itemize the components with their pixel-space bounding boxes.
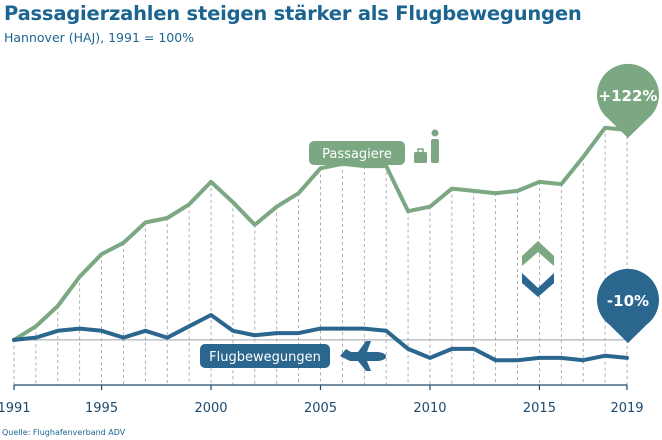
x-tick-label: 2015 xyxy=(523,401,556,416)
chart-title: Passagierzahlen steigen stärker als Flug… xyxy=(4,2,582,25)
passengers-legend: Passagiere xyxy=(309,141,405,165)
passengers-end-pin: +122% xyxy=(596,63,659,138)
end-value-label: +122% xyxy=(599,87,658,105)
series-label: Flugbewegungen xyxy=(209,350,321,365)
series-label: Passagiere xyxy=(322,147,392,162)
chevron-down-icon xyxy=(522,273,554,297)
chevron-up-icon xyxy=(522,241,554,266)
x-tick-label: 2000 xyxy=(194,401,227,416)
movements-legend: Flugbewegungen xyxy=(200,344,330,368)
airplane-icon xyxy=(340,341,386,371)
source-note: Quelle: Flughafenverband ADV xyxy=(2,428,126,437)
x-tick-label: 2019 xyxy=(610,401,643,416)
x-tick-label: 2010 xyxy=(413,401,446,416)
movements-end-pin: -10% xyxy=(597,268,659,343)
x-tick-label: 1991 xyxy=(0,401,31,416)
x-tick-label: 1995 xyxy=(85,401,118,416)
movements-line xyxy=(12,313,629,363)
passengers-line xyxy=(12,125,629,342)
chart-subtitle: Hannover (HAJ), 1991 = 100% xyxy=(4,30,195,45)
traveler-with-suitcase-icon xyxy=(414,129,439,163)
end-value-label: -10% xyxy=(607,292,649,310)
x-tick-label: 2005 xyxy=(304,401,337,416)
